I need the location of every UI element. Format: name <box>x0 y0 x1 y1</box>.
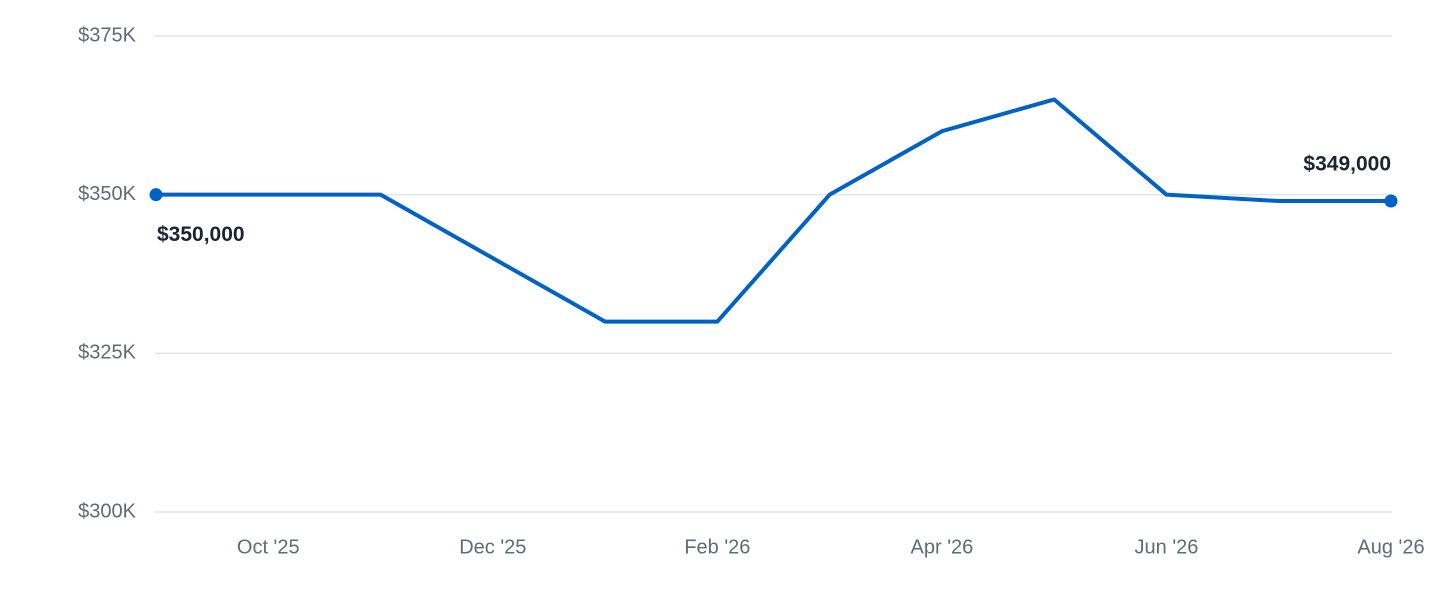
y-tick-label: $375K <box>78 24 136 46</box>
y-tick-label: $300K <box>78 500 136 522</box>
x-tick-label: Oct '25 <box>237 536 300 558</box>
x-tick-label: Dec '25 <box>459 536 526 558</box>
value-label: $350,000 <box>157 223 245 246</box>
x-tick-label: Feb '26 <box>684 536 750 558</box>
x-tick-label: Apr '26 <box>911 536 974 558</box>
line <box>156 97 1391 324</box>
y-tick-label: $350K <box>78 183 136 205</box>
end-point <box>149 188 163 202</box>
x-tick-label: Jun '26 <box>1135 536 1199 558</box>
end-point <box>1384 194 1398 208</box>
x-tick-label: Aug '26 <box>1357 536 1424 558</box>
y-tick-label: $325K <box>78 342 136 364</box>
value-label: $349,000 <box>1303 153 1391 176</box>
